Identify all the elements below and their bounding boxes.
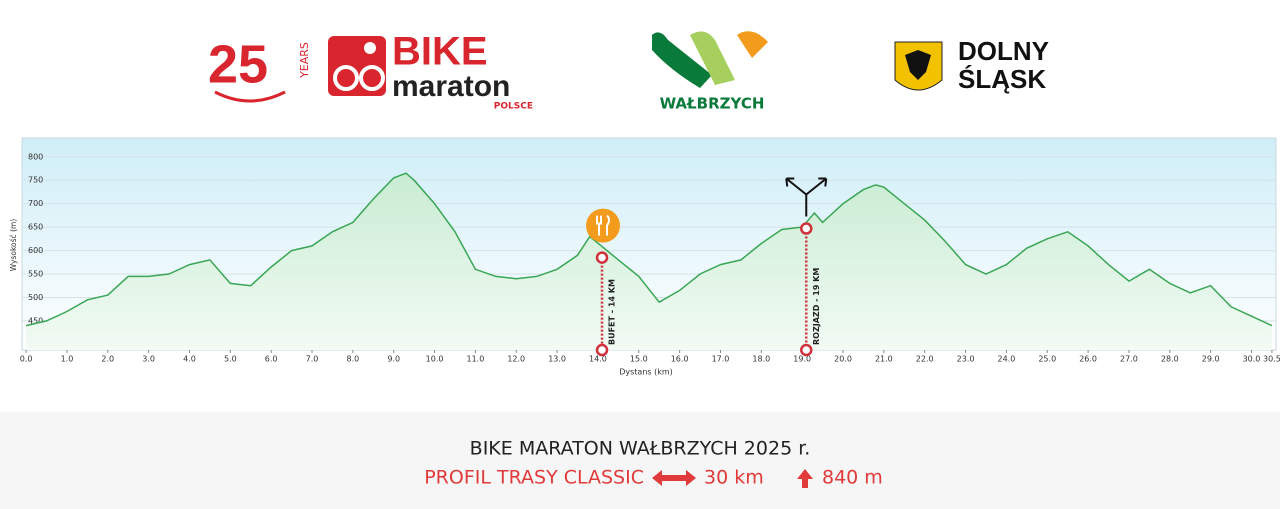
fork-icon (785, 177, 828, 217)
y-tick-label: 500 (28, 293, 43, 302)
y-tick-label: 650 (28, 223, 43, 232)
x-tick-label: 1.0 (61, 355, 74, 364)
elevation-line (25, 172, 1273, 327)
x-tick-label: 27.0 (1120, 355, 1138, 364)
footer-title: BIKE MARATON WAŁBRZYCH 2025 r. (470, 438, 811, 460)
x-tick-label: 20.0 (834, 355, 852, 364)
x-tick-label: 22.0 (916, 355, 934, 364)
marker-base (595, 343, 609, 357)
x-tick-label: 2.0 (101, 355, 114, 364)
x-tick-label: 19.0 (793, 355, 811, 364)
footer-distance: 30 km (704, 467, 764, 489)
marker-point (800, 222, 813, 235)
y-tick-label: 550 (28, 270, 43, 279)
x-tick-label: 13.0 (548, 355, 566, 364)
logo-dolny-slask: DOLNY ŚLĄSK (894, 36, 1049, 94)
x-axis-label: Dystans (km) (619, 368, 673, 377)
x-tick-label: 11.0 (466, 355, 484, 364)
y-tick-label: 600 (28, 246, 43, 255)
wheel (333, 65, 359, 91)
food-icon-glyph (596, 214, 611, 236)
marker-base (800, 343, 813, 357)
logo-25: 25 (208, 34, 268, 94)
logo-walbrzych: WAŁBRZYCH (652, 31, 768, 113)
y-tick-label: 750 (28, 176, 43, 185)
food-icon (586, 208, 621, 243)
y-axis-label: Wysokość (m) (9, 219, 18, 272)
annotation-label: ROZJAZD - 19 KM (812, 268, 821, 345)
logo-bike-maraton: 25 YEARS BIKE maraton POLSCE (208, 30, 533, 112)
logo-polsce: POLSCE (494, 102, 533, 112)
footer-profile: PROFIL TRASY CLASSIC (424, 467, 644, 489)
x-tick-label: 25.0 (1038, 355, 1056, 364)
x-tick-label: 10.0 (426, 355, 444, 364)
x-tick-label: 12.0 (507, 355, 525, 364)
x-tick-label: 28.0 (1161, 355, 1179, 364)
logo-slask: ŚLĄSK (958, 64, 1046, 94)
distance-icon (652, 470, 696, 486)
x-tick-label: 18.0 (752, 355, 770, 364)
x-tick-label: 16.0 (671, 355, 689, 364)
x-tick-label: 29.0 (1202, 355, 1220, 364)
y-tick-label: 800 (28, 152, 43, 161)
x-tick-label: 24.0 (998, 355, 1016, 364)
x-tick-label: 23.0 (957, 355, 975, 364)
x-tick-label: 30.5 (1263, 355, 1280, 364)
x-tick-label: 3.0 (142, 355, 155, 364)
annotation-label: BUFET - 14 KM (608, 279, 617, 345)
logo-dolny: DOLNY (958, 36, 1049, 66)
x-tick-label: 15.0 (630, 355, 648, 364)
x-tick-label: 5.0 (224, 355, 237, 364)
x-tick-label: 21.0 (875, 355, 893, 364)
x-tick-label: 0.0 (20, 355, 33, 364)
marker-point (595, 251, 609, 264)
elevation-area (26, 173, 1272, 350)
footer-band (0, 412, 1280, 509)
x-tick-label: 17.0 (712, 355, 730, 364)
x-tick-label: 4.0 (183, 355, 196, 364)
y-tick-label: 700 (28, 199, 43, 208)
laurel (214, 90, 286, 103)
x-tick-label: 7.0 (306, 355, 319, 364)
rider-head (364, 42, 376, 54)
logo-bike: BIKE (392, 30, 488, 74)
ascent-icon (797, 469, 813, 488)
food-icon-bg (586, 208, 621, 243)
x-tick-label: 8.0 (346, 355, 359, 364)
x-tick-label: 26.0 (1079, 355, 1097, 364)
x-tick-label: 6.0 (265, 355, 278, 364)
x-tick-label: 14.0 (589, 355, 607, 364)
logo-walbrzych-text: WAŁBRZYCH (660, 95, 765, 113)
x-tick-label: 30.0 (1243, 355, 1261, 364)
y-tick-label: 450 (28, 316, 43, 325)
x-tick-label: 9.0 (387, 355, 400, 364)
logo-maraton: maraton (392, 70, 510, 103)
wheel (359, 65, 385, 91)
logo-years: YEARS (298, 42, 311, 79)
footer-ascent: 840 m (822, 467, 883, 489)
